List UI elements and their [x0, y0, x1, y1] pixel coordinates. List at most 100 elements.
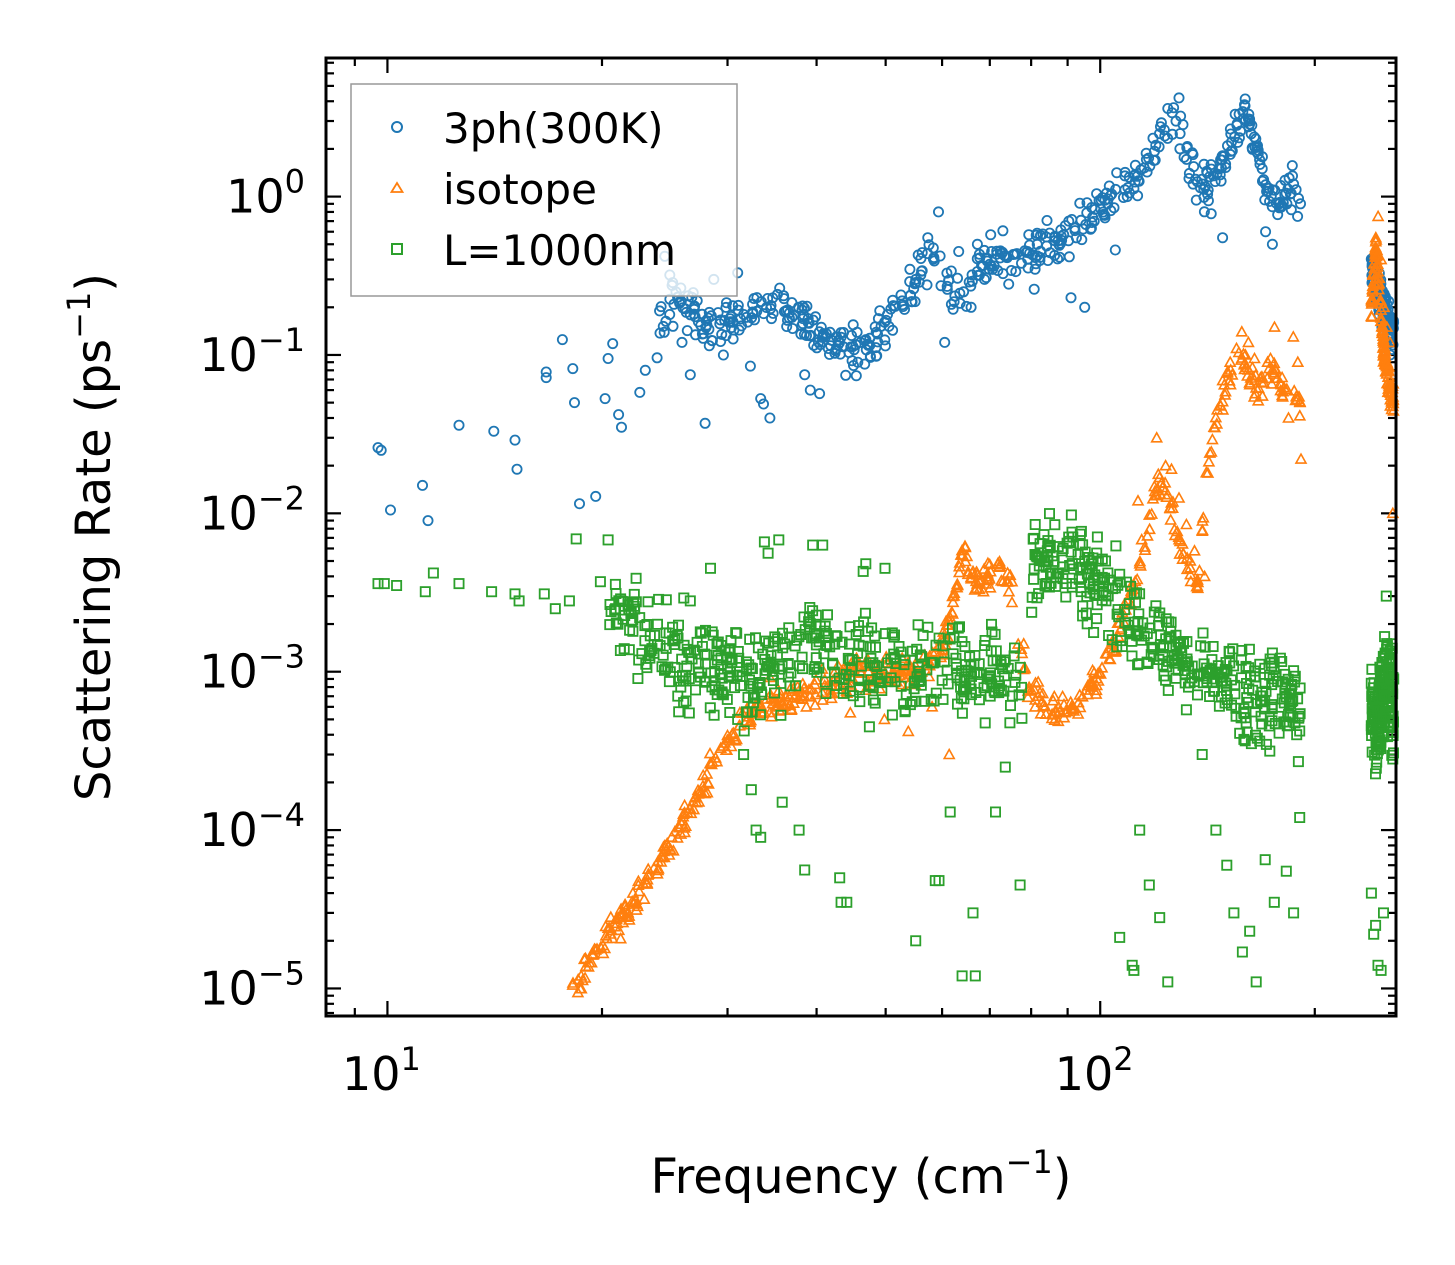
data-point	[936, 674, 948, 686]
data-point	[850, 629, 862, 641]
data-point	[867, 657, 879, 669]
data-point	[1241, 369, 1254, 381]
data-point	[1162, 132, 1174, 144]
data-point	[897, 299, 909, 311]
data-point	[690, 684, 702, 696]
data-point	[694, 626, 706, 638]
data-point	[1081, 590, 1093, 602]
data-point	[1053, 238, 1065, 250]
data-point	[1371, 209, 1385, 222]
data-point	[948, 632, 960, 644]
data-point	[1221, 859, 1233, 871]
data-point	[1175, 110, 1187, 122]
data-point	[1173, 92, 1185, 104]
data-point	[1204, 171, 1216, 183]
data-point	[953, 245, 965, 257]
data-point	[997, 268, 1009, 280]
data-point	[1372, 277, 1385, 289]
data-point	[916, 265, 928, 277]
data-point	[732, 713, 744, 725]
y-tick-label: 10−2	[199, 479, 305, 540]
data-point	[1216, 373, 1230, 386]
data-point	[1242, 335, 1255, 348]
data-point	[1153, 487, 1167, 499]
data-point	[676, 336, 688, 348]
data-point	[773, 660, 785, 672]
data-point	[865, 674, 877, 686]
data-point	[899, 704, 911, 716]
data-point	[788, 309, 800, 321]
data-point	[1034, 538, 1046, 550]
data-point	[758, 398, 770, 410]
x-tick-label: 102	[1055, 1040, 1134, 1101]
data-point	[610, 617, 622, 629]
data-point	[1248, 351, 1261, 364]
data-point	[511, 463, 523, 475]
data-point	[754, 709, 766, 721]
data-point	[1063, 215, 1075, 227]
data-point	[965, 689, 977, 701]
data-point	[1367, 266, 1381, 278]
data-point	[453, 419, 465, 431]
data-point	[1234, 353, 1248, 365]
data-point	[1292, 756, 1304, 768]
data-point	[1130, 625, 1142, 637]
data-point	[571, 972, 585, 985]
data-point	[1081, 687, 1095, 700]
data-point	[711, 638, 723, 650]
data-point	[954, 548, 968, 560]
data-point	[962, 665, 974, 677]
data-point	[1100, 555, 1112, 567]
data-point	[1365, 292, 1379, 304]
data-point	[1369, 249, 1383, 262]
data-point	[1257, 175, 1269, 187]
data-point	[1201, 466, 1215, 478]
series-layer	[372, 92, 1400, 998]
data-point	[693, 666, 705, 678]
data-point	[639, 620, 651, 632]
data-point	[736, 320, 748, 332]
data-point	[1374, 252, 1388, 265]
data-point	[654, 640, 666, 652]
data-point	[1160, 674, 1172, 686]
data-point	[1180, 517, 1193, 530]
data-point	[1264, 745, 1276, 757]
data-point	[1276, 656, 1288, 668]
data-point	[1155, 476, 1168, 488]
data-point	[1095, 194, 1107, 206]
data-point	[684, 595, 696, 607]
data-point	[372, 442, 384, 454]
data-point	[985, 667, 997, 679]
y-tick-label: 10−5	[199, 954, 305, 1015]
data-point	[796, 651, 808, 663]
data-point	[845, 341, 857, 353]
data-point	[1029, 676, 1042, 688]
data-point	[1205, 208, 1217, 220]
data-point	[765, 710, 778, 722]
data-point	[989, 628, 1001, 640]
data-point	[831, 331, 843, 343]
data-point	[746, 706, 758, 718]
data-point	[985, 229, 997, 241]
data-point	[935, 280, 947, 292]
data-point	[763, 637, 775, 649]
data-point	[731, 627, 743, 639]
data-point	[1063, 251, 1075, 263]
data-point	[1164, 513, 1178, 525]
data-point	[1235, 125, 1247, 137]
data-point	[840, 369, 852, 381]
data-point	[954, 621, 966, 633]
data-point	[655, 849, 669, 862]
data-point	[944, 806, 956, 818]
data-point	[1121, 191, 1133, 203]
data-point	[945, 298, 957, 310]
data-point	[1266, 238, 1278, 250]
data-point	[951, 672, 963, 684]
data-point	[704, 702, 716, 714]
data-point	[784, 703, 798, 715]
data-point	[970, 581, 984, 593]
data-point	[1216, 403, 1230, 415]
data-point	[729, 682, 741, 694]
data-point	[1181, 636, 1193, 648]
